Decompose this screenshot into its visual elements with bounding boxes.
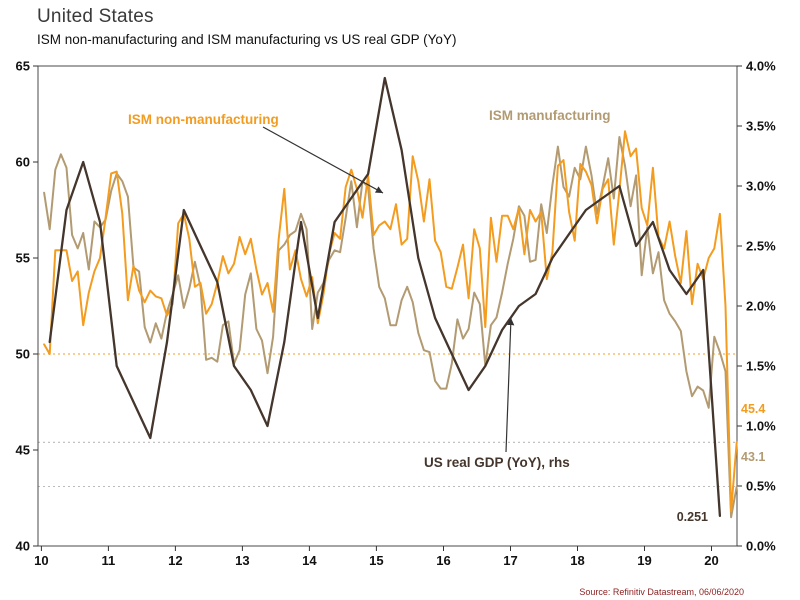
y-right-tick-label: 4.0% — [746, 59, 776, 74]
annotation-arrow — [262, 126, 384, 194]
y-right-tick-label: 2.0% — [746, 299, 776, 314]
x-tick-label: 12 — [168, 553, 182, 568]
x-tick-label: 19 — [637, 553, 651, 568]
y-right-tick-label: 3.0% — [746, 179, 776, 194]
x-tick-label: 10 — [34, 553, 48, 568]
annotation-label: 0.251 — [677, 510, 708, 524]
series-line-ism-non-manufacturing — [43, 130, 738, 513]
chart-subtitle: ISM non-manufacturing and ISM manufactur… — [37, 32, 457, 47]
page-title: United States — [37, 6, 154, 27]
y-left-tick-label: 65 — [16, 59, 30, 74]
annotation-label: 45.4 — [741, 402, 765, 416]
x-tick-label: 13 — [235, 553, 249, 568]
y-right-tick-label: 3.5% — [746, 119, 776, 134]
y-right-tick-label: 0.0% — [746, 539, 776, 554]
x-tick-label: 20 — [704, 553, 718, 568]
annotation-arrow — [505, 317, 515, 453]
x-tick-label: 11 — [102, 553, 116, 568]
x-tick-label: 18 — [570, 553, 584, 568]
y-right-tick-label: 0.5% — [746, 479, 776, 494]
y-axis-right: 4.0% 3.5% 3.0% 2.5% 2.0% 1.5% 1.0% 0.5% 0.0% — [737, 59, 776, 554]
x-tick-label: 16 — [436, 553, 450, 568]
y-right-tick-label: 2.5% — [746, 239, 776, 254]
y-right-tick-label: 1.0% — [746, 419, 776, 434]
y-left-tick-label: 40 — [16, 539, 30, 554]
source-note: Source: Refinitiv Datastream, 06/06/2020 — [579, 587, 744, 597]
y-left-tick-label: 55 — [16, 251, 30, 266]
series-line-us-real-gdp-yoy-rhs — [48, 76, 722, 518]
x-tick-label: 17 — [503, 553, 517, 568]
annotation-label: 43.1 — [741, 450, 765, 464]
y-left-tick-label: 60 — [16, 155, 30, 170]
x-tick-label: 15 — [369, 553, 383, 568]
x-axis: 10 11 12 13 14 15 16 17 18 19 20 — [34, 546, 719, 568]
x-tick-label: 14 — [302, 553, 317, 568]
y-right-tick-label: 1.5% — [746, 359, 776, 374]
series-line-ism-manufacturing — [43, 136, 738, 519]
y-left-tick-label: 45 — [16, 443, 30, 458]
annotation-label: US real GDP (YoY), rhs — [424, 455, 570, 470]
y-axis-left: 65 60 55 50 45 40 — [16, 59, 38, 554]
annotation-label: ISM manufacturing — [489, 108, 611, 123]
annotation-label: ISM non-manufacturing — [128, 112, 279, 127]
y-left-tick-label: 50 — [16, 347, 30, 362]
